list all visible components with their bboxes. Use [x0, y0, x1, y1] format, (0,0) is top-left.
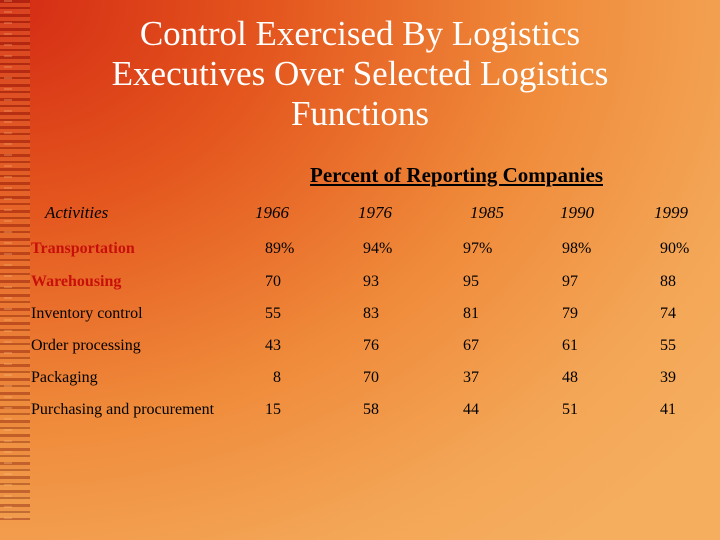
header-1985: 1985 [470, 203, 504, 222]
table-cell: 83 [363, 305, 379, 322]
header-activities: Activities [45, 203, 109, 222]
table-cell: 58 [363, 401, 379, 418]
table-cell: 37 [463, 369, 479, 386]
row-label-inventory-control: Inventory control [31, 305, 143, 322]
table-cell: 94% [363, 240, 393, 257]
row-label-transportation: Transportation [31, 240, 135, 257]
table-cell: 95 [463, 273, 479, 290]
table-cell: 51 [562, 401, 578, 418]
table-cell: 48 [562, 369, 578, 386]
table-cell: 55 [265, 305, 281, 322]
table-cell: 61 [562, 337, 578, 354]
table-cell: 97 [562, 273, 578, 290]
table-cell: 76 [363, 337, 379, 354]
table-cell: 98% [562, 240, 592, 257]
table-cell: 39 [660, 369, 676, 386]
table-cell: 55 [660, 337, 676, 354]
header-1976: 1976 [358, 203, 392, 222]
slide-title-line-2: Executives Over Selected Logistics [111, 54, 609, 93]
slide-title-line-1: Control Exercised By Logistics [139, 14, 581, 53]
table-cell: 79 [562, 305, 578, 322]
table-cell: 74 [660, 305, 676, 322]
decorative-side-strip [0, 0, 30, 520]
row-label-order-processing: Order processing [31, 337, 141, 354]
table-cell: 8 [273, 369, 281, 386]
table-cell: 44 [463, 401, 479, 418]
header-1966: 1966 [255, 203, 289, 222]
table-cell: 81 [463, 305, 479, 322]
table-cell: 67 [463, 337, 479, 354]
table-cell: 93 [363, 273, 379, 290]
table-cell: 70 [265, 273, 281, 290]
header-1999: 1999 [654, 203, 688, 222]
table-cell: 88 [660, 273, 676, 290]
row-label-warehousing: Warehousing [31, 273, 122, 290]
table-cell: 89% [265, 240, 295, 257]
table-cell: 90% [660, 240, 690, 257]
slide-title-line-3: Functions [290, 94, 430, 133]
table-cell: 43 [265, 337, 281, 354]
row-label-purchasing-procurement: Purchasing and procurement [31, 401, 215, 418]
table-cell: 97% [463, 240, 493, 257]
table-cell: 15 [265, 401, 281, 418]
table-subtitle: Percent of Reporting Companies [310, 163, 603, 187]
table-cell: 70 [363, 369, 379, 386]
header-1990: 1990 [560, 203, 594, 222]
table-cell: 41 [660, 401, 676, 418]
row-label-packaging: Packaging [31, 369, 98, 386]
slide-title: Control Exercised By Logistics Executive… [40, 14, 680, 134]
